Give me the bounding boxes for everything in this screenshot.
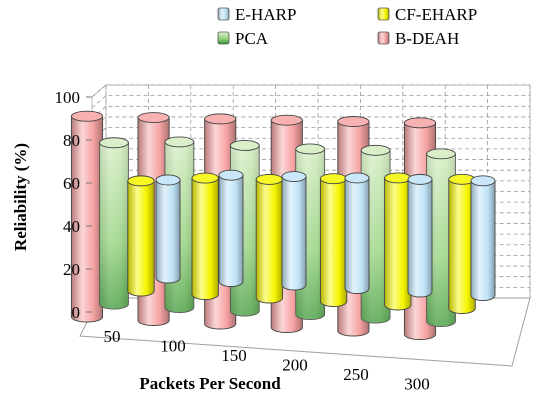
bar-top [426, 148, 456, 160]
gridline [91, 127, 530, 141]
bar-top [470, 175, 496, 187]
bar-body [155, 179, 181, 284]
bar-body [218, 174, 244, 287]
bar-top [218, 169, 244, 181]
x-tick-labels: 50 100 150 200 250 300 [104, 327, 430, 394]
legend-swatch [217, 31, 230, 45]
legend-label: CF-EHARP [395, 5, 477, 24]
legend: E-HARP CF-EHARP PCA B-DEAH [217, 5, 477, 48]
bar-body [448, 178, 476, 314]
bar-top [99, 137, 129, 149]
bar-body [470, 180, 496, 301]
bar-top [255, 173, 284, 185]
bar-body [344, 177, 370, 294]
gridline [91, 95, 530, 109]
bar-cf-eharp-200 [319, 173, 348, 307]
bar-top [204, 113, 237, 125]
bar-body [281, 176, 307, 291]
y-tick-label: 20 [63, 260, 80, 279]
bar-top [281, 171, 307, 183]
legend-label: PCA [235, 29, 269, 48]
bar-top [337, 116, 370, 127]
bar-top [319, 173, 348, 185]
bar-e-harp-250 [407, 173, 433, 298]
bar-top [295, 143, 326, 155]
gridline [91, 116, 530, 130]
bar-e-harp-100 [218, 169, 244, 287]
legend-label: E-HARP [235, 5, 296, 24]
bar-top [270, 114, 303, 126]
bar-cf-eharp-100 [191, 172, 219, 300]
bar-body [70, 115, 104, 323]
bar-top [384, 172, 412, 184]
bar-cf-eharp-300 [448, 173, 476, 314]
bar-body [319, 178, 348, 307]
x-tick-label: 200 [282, 356, 308, 375]
bar-pca-50 [99, 137, 129, 310]
gridline [91, 137, 530, 152]
bar-top [155, 174, 181, 186]
bar-top [403, 117, 437, 129]
bar-b-deah-50 [70, 110, 104, 323]
x-tick-label: 150 [221, 346, 247, 365]
x-tick-label: 100 [160, 337, 186, 356]
bar-top [407, 173, 433, 185]
bar-top [360, 144, 391, 156]
bar-cf-eharp-250 [384, 172, 412, 311]
bar-pca-300 [426, 148, 456, 327]
y-tick-labels: 0 20 40 60 80 100 [55, 88, 92, 322]
y-tick-label: 60 [63, 174, 80, 193]
bar-body [255, 178, 284, 304]
gridline [91, 84, 530, 98]
legend-swatch [377, 7, 390, 21]
x-tick-label: 50 [104, 327, 121, 346]
bar-top [137, 112, 170, 124]
x-axis-title: Packets Per Second [139, 374, 281, 393]
legend-item-e-harp: E-HARP [217, 5, 296, 24]
bar-top [191, 172, 219, 184]
bar-shade [426, 153, 456, 327]
bar-cf-eharp-50 [127, 175, 155, 297]
legend-item-cf-eharp: CF-EHARP [377, 5, 477, 24]
bar-top [70, 110, 104, 122]
bar-shade [99, 142, 129, 309]
bar-body [407, 178, 433, 298]
y-axis-title: Reliability (%) [11, 143, 30, 251]
bar-cf-eharp-150 [255, 173, 284, 304]
bar-e-harp-200 [344, 172, 370, 294]
bar-top [344, 172, 370, 184]
bar-e-harp-150 [281, 171, 307, 291]
bar-top [229, 139, 260, 151]
x-tick-label: 300 [404, 375, 430, 394]
y-tick-label: 40 [63, 217, 80, 236]
x-tick-label: 250 [343, 365, 369, 384]
y-tick-label: 80 [63, 131, 80, 150]
bar-body [384, 177, 412, 311]
legend-label: B-DEAH [395, 29, 459, 48]
gridline [91, 105, 530, 119]
y-tick-label: 0 [72, 303, 81, 322]
legend-swatch [217, 7, 230, 21]
bar-e-harp-50 [155, 174, 181, 284]
bars-group [70, 110, 496, 340]
bar-top [164, 136, 195, 148]
y-tick-label: 100 [55, 88, 81, 107]
bar-top [127, 175, 155, 187]
bar-body [191, 177, 219, 300]
bar-body [127, 180, 155, 297]
legend-item-b-deah: B-DEAH [377, 29, 459, 48]
legend-item-pca: PCA [217, 29, 269, 48]
legend-swatch [377, 31, 390, 45]
bar-e-harp-300 [470, 175, 496, 301]
